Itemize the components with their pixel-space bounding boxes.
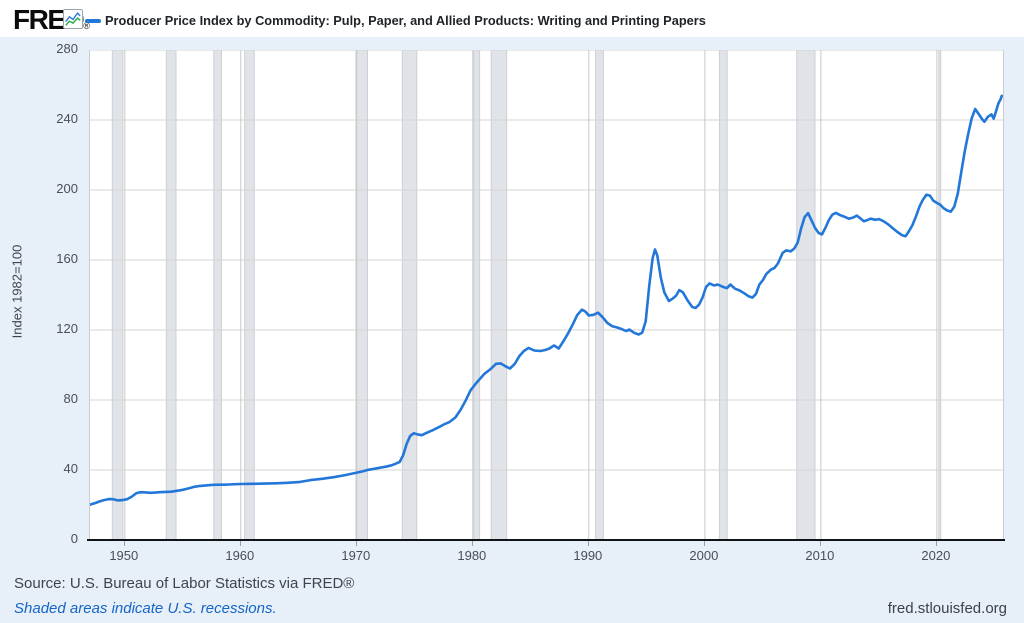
y-tick-label: 40	[63, 461, 78, 476]
icon-blue-line	[65, 12, 81, 23]
recession-band	[213, 50, 223, 540]
recession-band	[401, 50, 418, 540]
x-axis-line	[87, 539, 1005, 541]
fred-chart-icon	[63, 9, 83, 29]
series-line	[90, 94, 1003, 506]
x-tick-label: 2020	[921, 548, 951, 563]
y-tick-label: 80	[63, 391, 78, 406]
x-tick-mark	[355, 541, 357, 546]
plot-area[interactable]	[89, 50, 1004, 540]
x-tick-label: 1950	[109, 548, 139, 563]
y-axis-title: Index 1982=100	[9, 244, 25, 339]
x-tick-mark	[123, 541, 125, 546]
x-tick-label: 2000	[689, 548, 719, 563]
fred-site-link[interactable]: fred.stlouisfed.org	[887, 600, 1007, 617]
y-tick-label: 0	[70, 531, 78, 546]
chart-title: Producer Price Index by Commodity: Pulp,…	[105, 13, 706, 28]
y-tick-label: 240	[56, 111, 78, 126]
recession-band	[111, 50, 124, 540]
x-tick-label: 1990	[573, 548, 603, 563]
recession-band	[490, 50, 508, 540]
source-text: Source: U.S. Bureau of Labor Statistics …	[14, 575, 355, 592]
recession-band	[473, 50, 481, 540]
x-tick-mark	[239, 541, 241, 546]
y-tick-label: 280	[56, 41, 78, 56]
recession-band	[718, 50, 728, 540]
x-tick-label: 1960	[225, 548, 255, 563]
recession-band	[938, 50, 942, 540]
recession-band	[244, 50, 255, 540]
x-tick-mark	[471, 541, 473, 546]
header: FRED® Producer Price Index by Commodity:…	[0, 0, 1024, 37]
recession-band	[796, 50, 816, 540]
legend-line-swatch	[85, 19, 101, 23]
y-tick-label: 120	[56, 321, 78, 336]
recession-band	[595, 50, 604, 540]
x-tick-mark	[819, 541, 821, 546]
x-tick-label: 2010	[805, 548, 835, 563]
y-tick-label: 200	[56, 181, 78, 196]
x-tick-mark	[587, 541, 589, 546]
plot-svg	[90, 50, 1003, 540]
recession-band	[355, 50, 368, 540]
recession-note-link[interactable]: Shaded areas indicate U.S. recessions.	[14, 600, 277, 617]
y-tick-label: 160	[56, 251, 78, 266]
icon-green-line	[65, 17, 81, 26]
x-tick-mark	[703, 541, 705, 546]
x-tick-mark	[935, 541, 937, 546]
recession-band	[165, 50, 177, 540]
registered-trademark: ®	[83, 21, 90, 31]
x-tick-label: 1980	[457, 548, 487, 563]
x-tick-label: 1970	[341, 548, 371, 563]
